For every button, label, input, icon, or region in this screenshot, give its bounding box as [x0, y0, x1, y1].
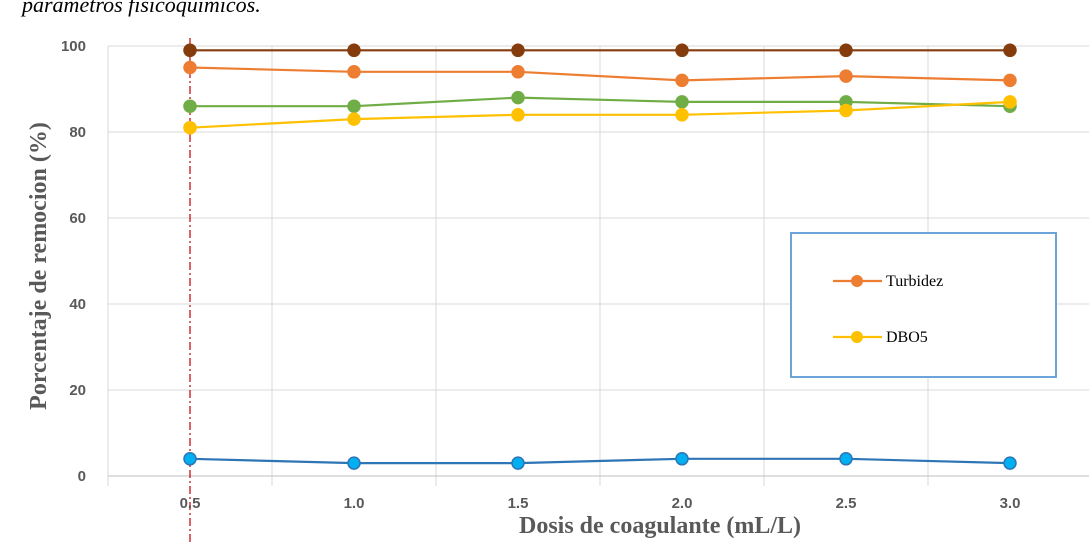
legend-label: Turbidez [886, 273, 943, 290]
data-point [511, 65, 525, 79]
data-point [675, 73, 689, 88]
data-point [675, 95, 689, 109]
data-point [511, 43, 525, 58]
series-4 [183, 452, 1017, 470]
series-0 [183, 43, 1017, 58]
data-point [675, 43, 689, 58]
data-point [511, 456, 525, 470]
data-point [1003, 456, 1017, 470]
x-tick-label: 2.0 [672, 495, 693, 512]
legend-box [790, 232, 1057, 378]
x-axis-title: Dosis de coagulante (mL/L) [519, 513, 801, 539]
data-point [511, 108, 525, 122]
series-3 [183, 95, 1017, 135]
x-tick-labels: 0.5 1.0 1.5 2.0 2.5 3.0 [180, 495, 1021, 512]
data-point [511, 90, 525, 105]
y-tick-label: 20 [69, 382, 86, 399]
data-point [347, 99, 361, 113]
legend: Turbidez DBO5 [790, 232, 1057, 378]
data-point [1003, 43, 1017, 58]
figure-caption: parámetros fisicoquímicos. [22, 0, 261, 17]
x-tick-label: 2.5 [836, 495, 857, 512]
data-point [839, 69, 853, 83]
x-tick-label: 3.0 [1000, 495, 1021, 512]
series-group [183, 43, 1017, 470]
data-point [183, 43, 197, 58]
data-point [183, 452, 197, 466]
y-tick-label: 80 [69, 124, 86, 141]
data-point [839, 103, 853, 118]
series-1 [183, 60, 1017, 88]
x-tick-label: 0.5 [180, 495, 201, 512]
y-tick-label: 100 [61, 38, 86, 55]
data-point [347, 65, 361, 79]
data-point [183, 120, 197, 135]
data-point [183, 99, 197, 113]
legend-label: DBO5 [886, 329, 928, 346]
data-point [839, 452, 853, 466]
y-axis-title: Porcentaje de remocion (%) [26, 122, 52, 410]
x-tick-label: 1.5 [508, 495, 529, 512]
series-line [189, 100, 1011, 129]
data-point [675, 452, 689, 466]
y-tick-label: 60 [69, 210, 86, 227]
data-point [347, 112, 361, 126]
legend-item: DBO5 [833, 329, 928, 346]
data-point [1003, 73, 1017, 88]
legend-item: Turbidez [833, 273, 943, 290]
x-tick-label: 1.0 [344, 495, 365, 512]
data-point [839, 43, 853, 58]
data-point [183, 60, 197, 75]
y-tick-label: 40 [69, 296, 86, 313]
y-tick-label: 0 [78, 468, 86, 485]
legend-marker [851, 331, 863, 343]
data-point [1003, 95, 1017, 109]
series-line [189, 66, 1011, 82]
series-line [190, 96, 1011, 108]
data-point [347, 456, 361, 470]
series-line [189, 457, 1011, 465]
y-tick-labels: 0 20 40 60 80 100 [61, 38, 86, 485]
data-point [347, 43, 361, 58]
legend-marker [851, 275, 863, 287]
data-point [675, 108, 689, 122]
